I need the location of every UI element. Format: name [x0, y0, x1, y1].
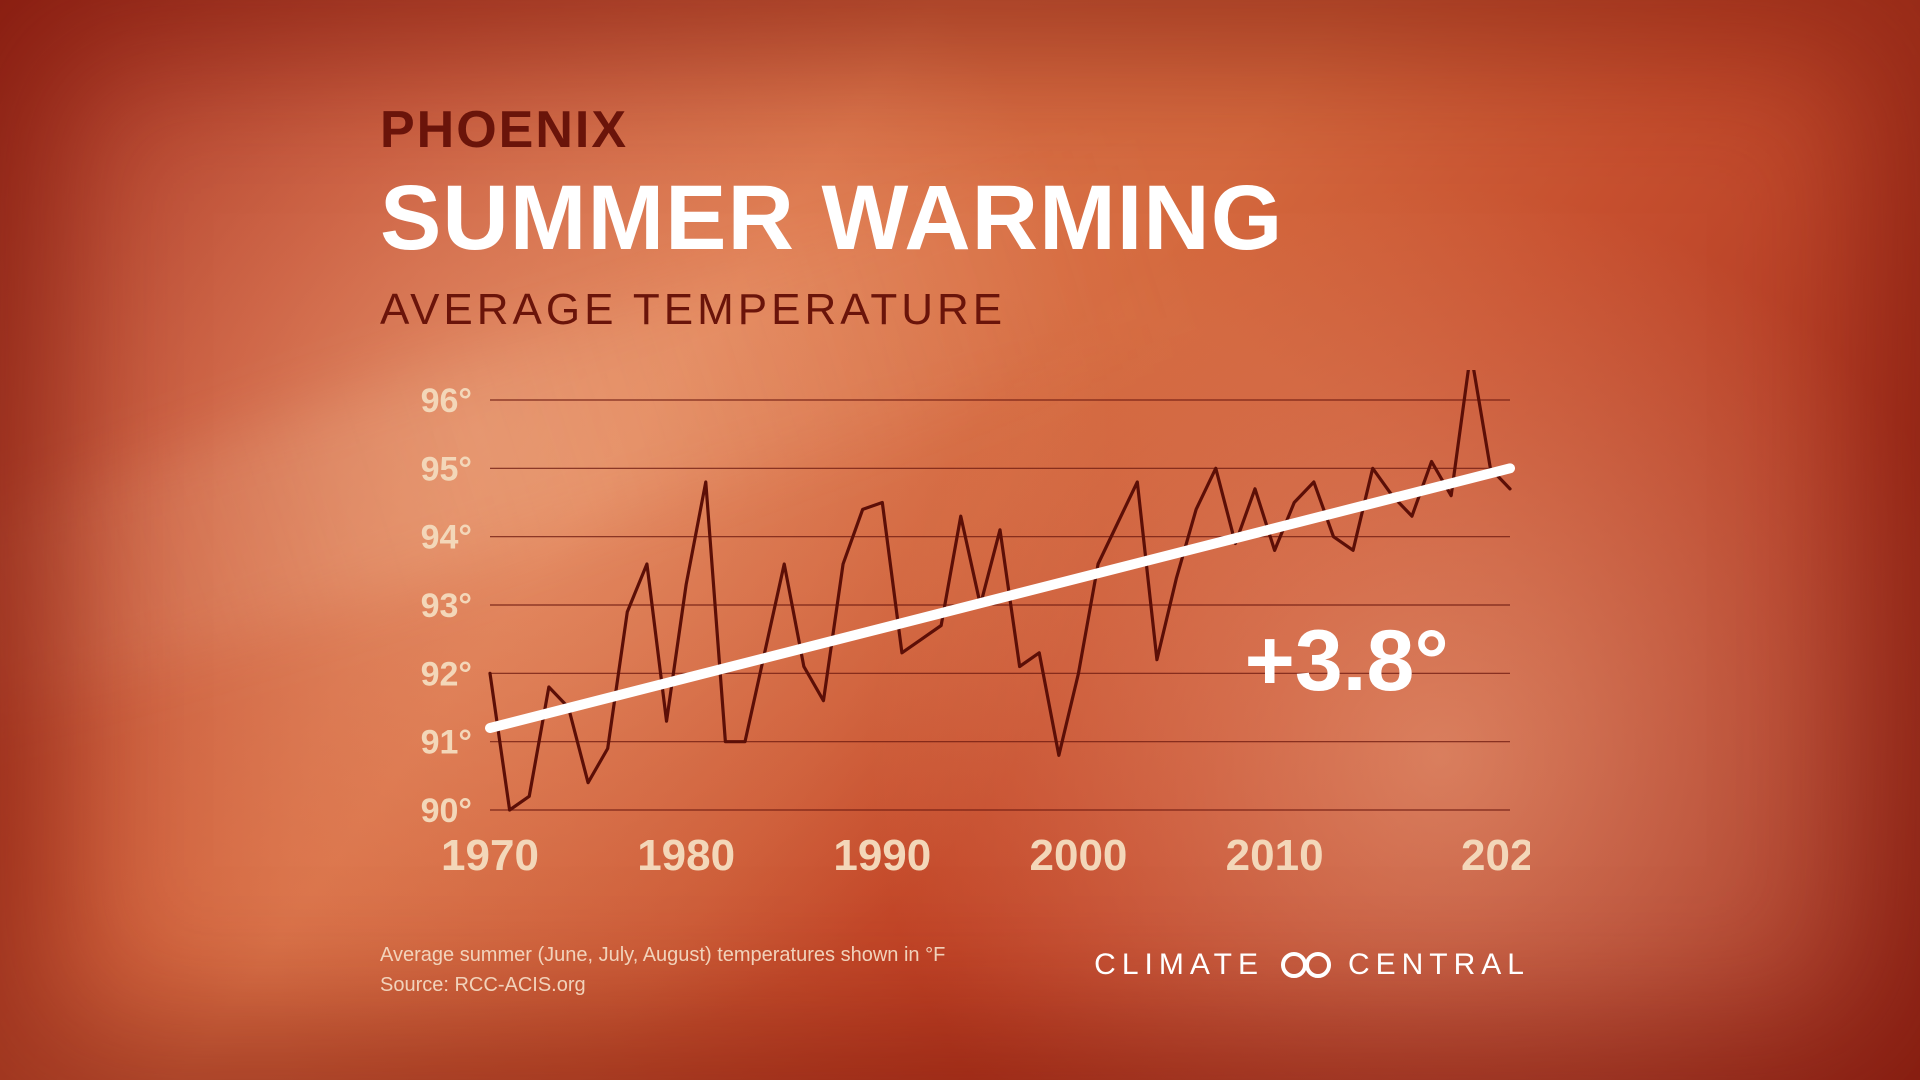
infinity-icon: [1278, 949, 1334, 981]
data-line: [490, 370, 1510, 810]
footnote-line2: Source: RCC-ACIS.org: [380, 970, 945, 1000]
subtitle: AVERAGE TEMPERATURE: [380, 285, 1283, 335]
logo-word-right: CENTRAL: [1348, 948, 1530, 982]
chart: 90° 91° 92° 93° 94° 95° 96° 1970 1980 1990 2000 201…: [380, 370, 1530, 930]
x-tick-label: 1980: [637, 831, 735, 880]
y-tick-label: 90°: [421, 792, 472, 830]
headline: SUMMER WARMING: [380, 166, 1283, 271]
y-tick-label: 95°: [421, 450, 472, 488]
x-tick-label: 2022: [1461, 831, 1530, 880]
city-label: PHOENIX: [380, 100, 1283, 160]
y-tick-label: 94°: [421, 519, 472, 557]
footnote: Average summer (June, July, August) temp…: [380, 940, 945, 1000]
climate-central-logo: CLIMATE CENTRAL: [1094, 948, 1530, 982]
title-block: PHOENIX SUMMER WARMING AVERAGE TEMPERATU…: [380, 100, 1283, 335]
logo-word-left: CLIMATE: [1094, 948, 1264, 982]
y-tick-label: 93°: [421, 587, 472, 625]
delta-label: +3.8°: [1245, 612, 1449, 711]
y-tick-label: 92°: [421, 655, 472, 693]
x-tick-label: 2000: [1030, 831, 1128, 880]
y-tick-label: 96°: [421, 382, 472, 420]
content-root: PHOENIX SUMMER WARMING AVERAGE TEMPERATU…: [0, 0, 1920, 1080]
x-tick-label: 1970: [441, 831, 539, 880]
footnote-line1: Average summer (June, July, August) temp…: [380, 940, 945, 970]
x-tick-label: 2010: [1226, 831, 1324, 880]
x-tick-label: 1990: [833, 831, 931, 880]
y-tick-label: 91°: [421, 724, 472, 762]
